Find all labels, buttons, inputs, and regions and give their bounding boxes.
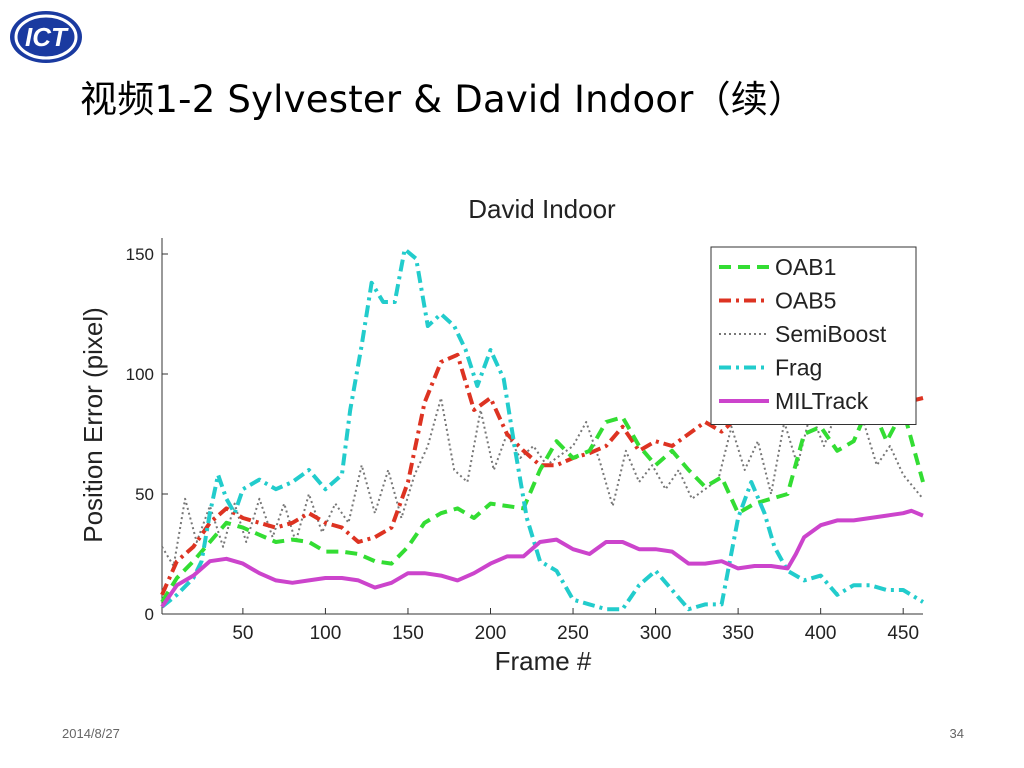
x-tick-label: 300 xyxy=(640,623,672,644)
page-number: 34 xyxy=(949,726,964,741)
x-tick-label: 150 xyxy=(392,623,424,644)
x-tick-label: 50 xyxy=(232,623,253,644)
series-line-oab1 xyxy=(160,400,925,604)
ict-logo: ICT xyxy=(6,8,84,66)
legend-box xyxy=(710,246,917,425)
y-tick-label: 100 xyxy=(126,365,154,384)
y-tick-label: 150 xyxy=(126,245,154,264)
legend-label-miltrack: MILTrack xyxy=(775,388,869,414)
x-tick-label: 250 xyxy=(557,623,589,644)
y-tick-label: 50 xyxy=(135,485,154,504)
logo-text: ICT xyxy=(25,22,69,52)
legend-label-oab1: OAB1 xyxy=(775,254,836,280)
chart-title: David Indoor xyxy=(468,194,616,224)
y-axis-label: Position Error (pixel) xyxy=(78,307,108,543)
david-indoor-chart: David Indoor Frame # Position Error (pix… xyxy=(78,194,925,676)
series-line-miltrack xyxy=(160,508,924,608)
slide-title: 视频1-2 Sylvester & David Indoor（续） xyxy=(80,78,806,121)
x-tick-label: 100 xyxy=(310,623,342,644)
x-tick-label: 400 xyxy=(805,623,837,644)
series-line-semiboost xyxy=(161,397,924,567)
x-tick-label: 200 xyxy=(475,623,507,644)
x-axis-label: Frame # xyxy=(495,646,592,676)
series-lines xyxy=(160,247,925,612)
footer-date: 2014/8/27 xyxy=(62,726,120,741)
chart-axes: 50 100 150 200 250 300 350 400 450 0 50 100 150 xyxy=(126,238,923,644)
x-tick-label: 450 xyxy=(887,623,919,644)
legend-label-frag: Frag xyxy=(775,355,822,381)
legend-label-semiboost: SemiBoost xyxy=(775,321,887,347)
chart-legend: OAB1 OAB5 SemiBoost Frag MILTrack xyxy=(710,246,917,425)
x-tick-label: 350 xyxy=(722,623,754,644)
series-line-frag xyxy=(160,247,925,612)
legend-label-oab5: OAB5 xyxy=(775,288,836,314)
chart-container: David Indoor Frame # Position Error (pix… xyxy=(70,180,950,680)
y-tick-label: 0 xyxy=(145,605,154,624)
